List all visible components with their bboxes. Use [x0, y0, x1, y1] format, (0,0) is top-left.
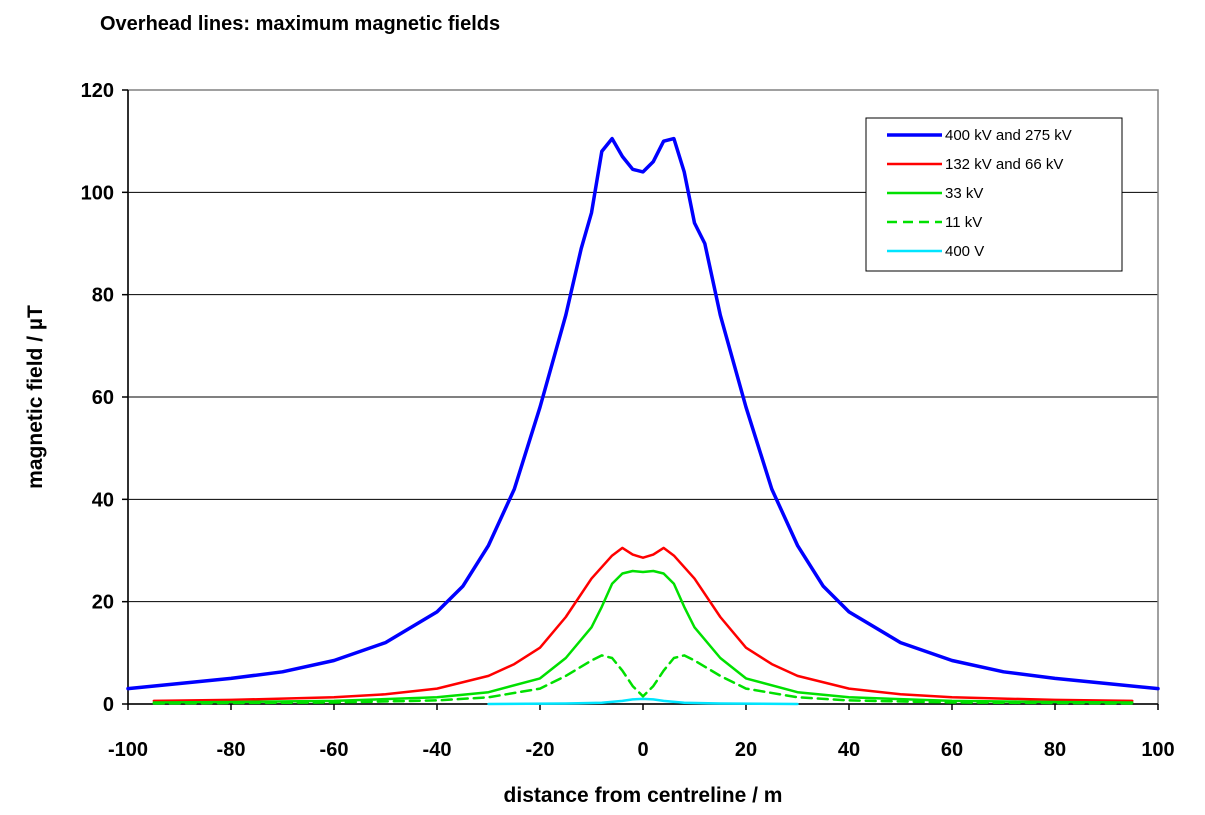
y-tick-label: 0	[103, 694, 114, 716]
legend-label: 400 V	[945, 243, 984, 260]
x-tick-label: 60	[941, 739, 963, 761]
x-axis-title: distance from centreline / m	[504, 784, 783, 807]
y-axis-title: magnetic field / µT	[24, 305, 47, 489]
series-line-2	[152, 546, 1134, 703]
y-tick-label: 60	[92, 387, 114, 409]
x-tick-label: -60	[320, 739, 349, 761]
series-lines	[126, 136, 1160, 706]
chart-title: Overhead lines: maximum magnetic fields	[100, 13, 501, 35]
legend-box	[865, 117, 1123, 272]
x-tick-label: 40	[838, 739, 860, 761]
series-line-3	[152, 569, 1134, 704]
x-tick-label: -100	[108, 739, 148, 761]
series-line-1	[126, 136, 1160, 691]
legend-label: 33 kV	[945, 185, 983, 202]
y-tick-label: 100	[81, 182, 114, 204]
x-tick-label: 20	[735, 739, 757, 761]
x-tick-label: -20	[526, 739, 555, 761]
y-tick-label: 20	[92, 592, 114, 614]
x-tick-label: -40	[423, 739, 452, 761]
legend-label: 400 kV and 275 kV	[945, 127, 1072, 144]
series-line-4	[152, 654, 1134, 705]
tick-labels: 0 20 40 60 80 100 120 -100 -80 -60 -40 -20 0 20 40 60 80…	[81, 80, 1175, 761]
legend-label: 11 kV	[945, 214, 982, 231]
axes	[122, 89, 1159, 710]
x-tick-label: 80	[1044, 739, 1066, 761]
y-tick-label: 120	[81, 80, 114, 102]
series-line-5	[487, 697, 799, 706]
x-tick-label: -80	[217, 739, 246, 761]
x-tick-label: 100	[1141, 739, 1174, 761]
x-tick-label: 0	[637, 739, 648, 761]
y-tick-label: 40	[92, 489, 114, 511]
legend-label: 132 kV and 66 kV	[945, 156, 1063, 173]
legend: 400 kV and 275 kV 132 kV and 66 kV 33 kV 11…	[865, 117, 1123, 272]
y-tick-label: 80	[92, 285, 114, 307]
